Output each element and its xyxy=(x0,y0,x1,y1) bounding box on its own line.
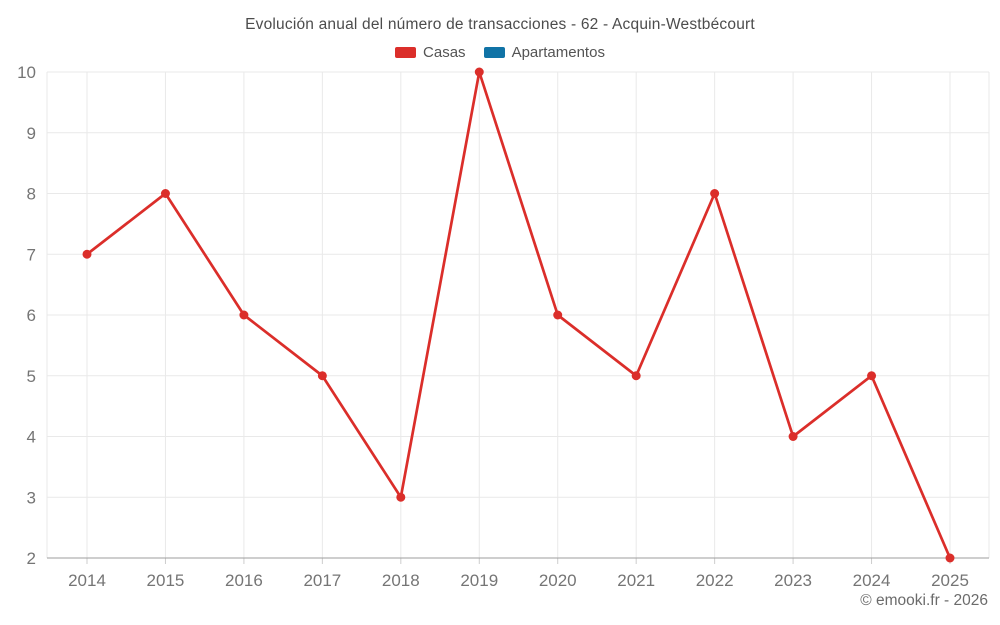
data-point-casas xyxy=(553,310,563,320)
legend-item-casas[interactable]: Casas xyxy=(395,44,466,61)
x-axis-label: 2021 xyxy=(617,571,655,590)
data-point-casas xyxy=(788,432,798,441)
series-line-casas xyxy=(85,70,952,560)
legend-item-apartamentos[interactable]: Apartamentos xyxy=(483,44,605,61)
chart-legend: Casas Apartamentos xyxy=(0,44,1000,61)
chart-title: Evolución anual del número de transaccio… xyxy=(245,16,755,33)
apartamentos-legend-swatch-icon xyxy=(483,47,505,58)
y-axis-label: 6 xyxy=(27,306,36,325)
x-axis-label: 2020 xyxy=(539,571,577,590)
x-axis-label: 2014 xyxy=(68,571,106,590)
data-point-casas xyxy=(474,67,484,77)
data-point-casas xyxy=(160,189,170,198)
data-point-casas xyxy=(631,371,641,381)
x-axis-label: 2015 xyxy=(147,571,185,590)
y-axis-label: 4 xyxy=(27,428,36,447)
data-point-casas xyxy=(710,189,720,198)
x-axis-label: 2019 xyxy=(460,571,498,590)
x-axis-label: 2022 xyxy=(696,571,734,590)
y-axis-label: 2 xyxy=(27,549,36,568)
legend-label-apartamentos: Apartamentos xyxy=(511,44,605,61)
y-axis-label: 9 xyxy=(27,124,36,143)
y-axis-label: 8 xyxy=(27,185,36,204)
data-point-casas xyxy=(867,371,877,381)
y-axis-label: 5 xyxy=(27,367,36,386)
y-axis-label: 10 xyxy=(17,63,36,82)
x-axis-label: 2016 xyxy=(225,571,263,590)
x-axis-label: 2025 xyxy=(931,571,969,590)
x-axis-label: 2017 xyxy=(303,571,341,590)
casas-legend-swatch-icon xyxy=(395,47,417,58)
y-axis-label: 7 xyxy=(27,245,36,264)
watermark: © emooki.fr - 2026 xyxy=(860,592,988,609)
x-axis-label: 2023 xyxy=(774,571,812,590)
data-point-casas xyxy=(945,553,955,563)
data-point-casas xyxy=(239,310,249,320)
data-point-casas xyxy=(317,371,327,381)
y-axis-label: 3 xyxy=(27,488,36,507)
data-point-casas xyxy=(396,492,406,502)
legend-label-casas: Casas xyxy=(423,44,466,61)
data-point-casas xyxy=(82,249,92,259)
x-axis-label: 2018 xyxy=(382,571,420,590)
x-axis-label: 2024 xyxy=(853,571,891,590)
